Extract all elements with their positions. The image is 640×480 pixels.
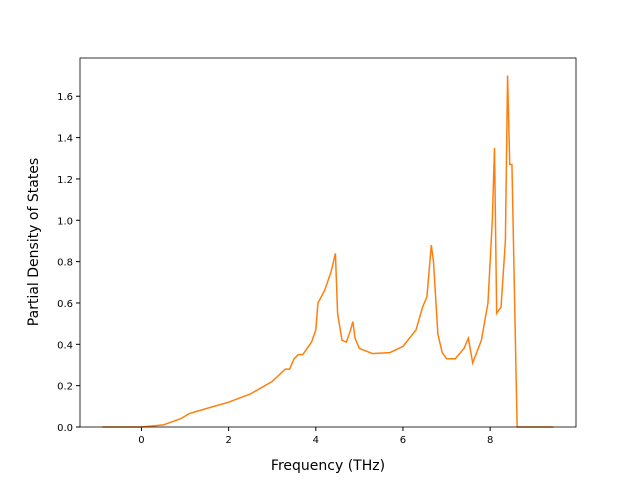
y-tick-label: 1.0 — [57, 216, 73, 227]
y-tick-label: 1.6 — [57, 92, 73, 103]
line-series — [102, 75, 554, 428]
x-axis-label: Frequency (THz) — [271, 458, 385, 474]
plot-frame — [79, 57, 577, 428]
y-tick-label: 1.4 — [57, 134, 73, 145]
y-tick-label: 0.8 — [57, 258, 73, 269]
y-tick-label: 1.2 — [57, 175, 73, 186]
y-tick-label: 0.6 — [57, 299, 73, 310]
x-tick-label: 2 — [225, 435, 231, 446]
y-axis-label: Partial Density of States — [26, 158, 42, 326]
y-tick-label: 0.2 — [57, 382, 73, 393]
y-tick-label: 0.0 — [57, 423, 73, 434]
x-tick-label: 4 — [313, 435, 319, 446]
x-tick-label: 8 — [487, 435, 493, 446]
x-tick-label: 0 — [138, 435, 144, 446]
y-tick-label: 0.4 — [57, 340, 73, 351]
x-tick-label: 6 — [400, 435, 406, 446]
